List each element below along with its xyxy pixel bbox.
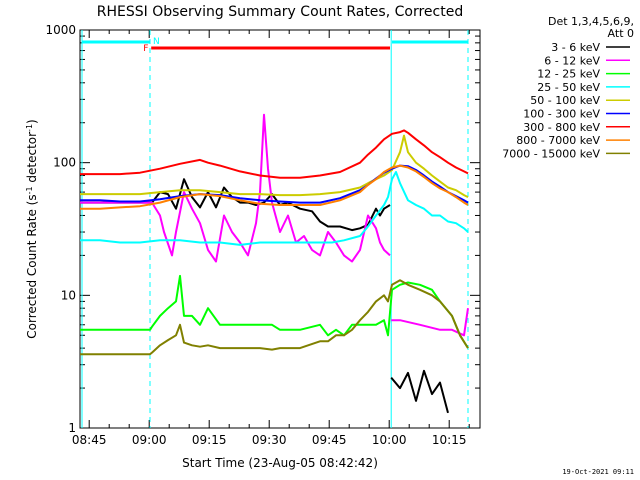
y-tick-label: 100 [53, 156, 76, 170]
y-label-part3: ) [25, 119, 39, 124]
legend-entry-label: 300 - 800 keV [523, 121, 600, 134]
x-tick-label: 10:15 [432, 433, 467, 447]
series-line-4 [80, 274, 469, 349]
legend-entry-label: 25 - 50 keV [537, 81, 600, 94]
flag-bars: NF [82, 37, 468, 54]
series-line-1 [390, 369, 449, 414]
series-line-2 [80, 113, 391, 263]
y-label-sup1: -1 [25, 186, 34, 194]
y-label-part1: Corrected Count Rate (s [25, 194, 39, 338]
series-line-0 [80, 178, 391, 232]
series-line-10 [80, 279, 469, 356]
x-axis-label: Start Time (23-Aug-05 08:42:42) [182, 456, 378, 470]
series-lines [80, 113, 469, 414]
flag-label-f: F [143, 44, 148, 54]
x-tick-label: 09:45 [312, 433, 347, 447]
plot-frame [79, 29, 481, 429]
y-tick-label: 1 [68, 421, 76, 435]
flag-label-n: N [153, 37, 160, 47]
legend-entry-label: 6 - 12 keV [544, 54, 600, 67]
x-tick-label: 09:15 [192, 433, 227, 447]
legend-entry-label: 7000 - 15000 keV [502, 147, 600, 160]
chart-title: RHESSI Observing Summary Count Rates, Co… [97, 4, 463, 20]
legend-entry-label: 12 - 25 keV [537, 68, 600, 81]
x-tick-label: 08:45 [72, 433, 107, 447]
y-tick-label: 10 [61, 288, 76, 302]
series-line-9 [80, 164, 469, 210]
legend-header-attenuator: Att 0 [608, 27, 634, 40]
x-tick-label: 09:30 [252, 433, 287, 447]
legend-entry-label: 100 - 300 keV [523, 108, 600, 121]
y-label-sup2: -1 [25, 124, 34, 132]
series-line-5 [80, 171, 469, 246]
series-line-3 [391, 308, 469, 337]
series-line-8 [80, 129, 469, 179]
y-axis-label: Corrected Count Rate (s-1 detector-1) [25, 119, 39, 338]
legend-entry-label: 3 - 6 keV [551, 41, 600, 54]
axis-ticks: 08:45 09:00 09:15 09:30 09:45 10:00 10:15 1 10 10… [45, 23, 480, 447]
series-line-7 [80, 164, 469, 204]
x-tick-label: 10:00 [372, 433, 407, 447]
legend-header-detectors: Det 1,3,4,5,6,9, [548, 15, 634, 28]
footer-date: 19-Oct-2021 09:11 [562, 468, 634, 476]
y-label-part2: detector [25, 132, 39, 187]
legend-entry-label: 800 - 7000 keV [516, 134, 600, 147]
y-tick-label: 1000 [45, 23, 76, 37]
legend-entry-label: 50 - 100 keV [530, 94, 600, 107]
series-line-6 [80, 134, 469, 198]
x-tick-label: 09:00 [132, 433, 167, 447]
region-markers [81, 30, 469, 428]
